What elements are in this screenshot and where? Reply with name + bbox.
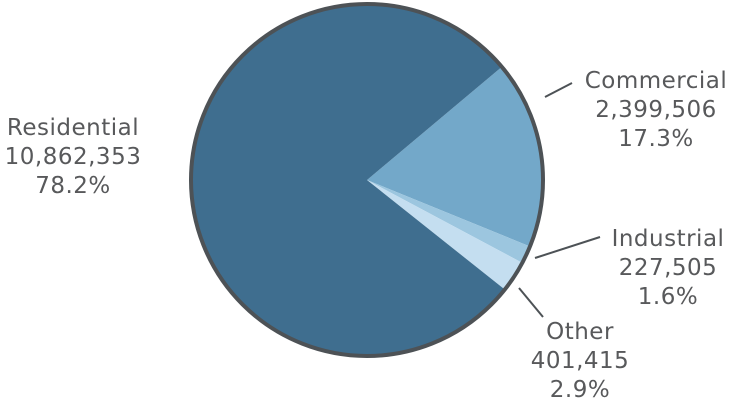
leader-line-commercial	[544, 82, 573, 98]
slice-name-residential: Residential	[6, 115, 140, 141]
leader-line-industrial	[534, 236, 601, 259]
slice-value-commercial: 2,399,506	[595, 97, 717, 123]
slice-value-industrial: 227,505	[618, 255, 718, 281]
slice-percent-commercial: 17.3%	[618, 126, 694, 152]
pie-slice-commercial	[367, 66, 544, 247]
label-residential: Residential 10,862,353 78.2%	[0, 114, 146, 201]
slice-name-industrial: Industrial	[611, 226, 725, 252]
label-other: Other 401,415 2.9%	[518, 318, 642, 405]
slice-percent-other: 2.9%	[549, 377, 611, 403]
leader-lines	[518, 82, 601, 318]
pie-slice-industrial	[367, 180, 530, 263]
label-industrial: Industrial 227,505 1.6%	[597, 225, 739, 312]
slice-value-residential: 10,862,353	[4, 144, 142, 170]
slice-name-commercial: Commercial	[584, 68, 728, 94]
pie-slice-residential	[191, 3, 505, 356]
pie-slices	[191, 3, 544, 356]
slice-percent-industrial: 1.6%	[637, 284, 699, 310]
slice-percent-residential: 78.2%	[35, 173, 111, 199]
pie-slice-other	[367, 180, 523, 290]
leader-line-other	[518, 287, 544, 318]
label-commercial: Commercial 2,399,506 17.3%	[571, 67, 741, 154]
slice-value-other: 401,415	[530, 348, 630, 374]
pie-outline	[189, 2, 545, 358]
slice-name-other: Other	[546, 319, 614, 345]
